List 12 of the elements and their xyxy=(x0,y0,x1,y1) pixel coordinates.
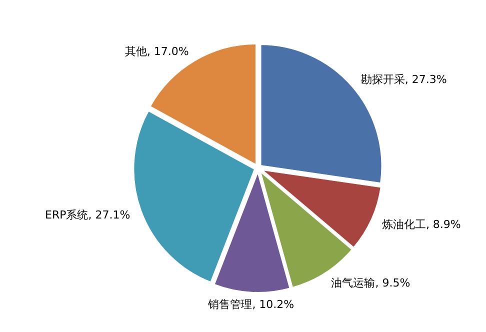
slice-label: 油气运输 xyxy=(331,276,376,290)
data-label: , 8.9% xyxy=(426,218,461,231)
data-label: , 9.5% xyxy=(375,276,410,290)
slice-label: 其他 xyxy=(124,44,147,58)
slice-label: 炼油化工 xyxy=(382,218,426,231)
data-label: , 10.2% xyxy=(252,298,294,311)
data-label: , 17.0% xyxy=(146,44,189,58)
slice-label: ERP系统 xyxy=(45,208,88,222)
slice-label: 销售管理 xyxy=(207,298,252,311)
data-label: , 27.1% xyxy=(88,208,130,222)
data-label: , 27.3% xyxy=(404,73,447,86)
slice-label: 勘探开采 xyxy=(360,73,405,86)
